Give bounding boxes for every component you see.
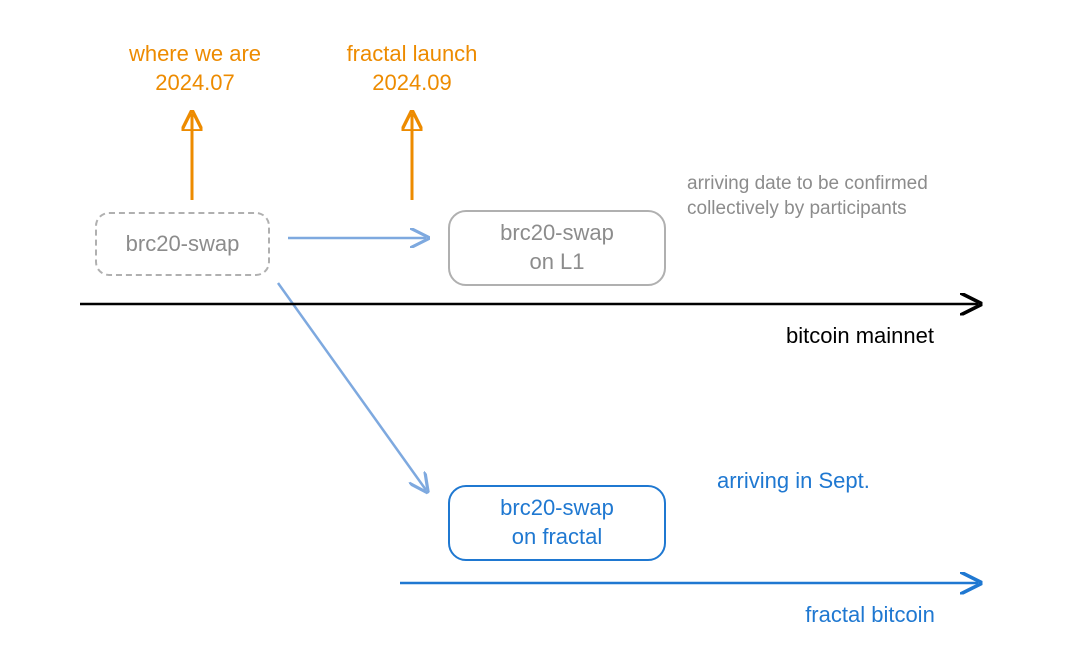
arriving-tbc-line1: arriving date to be confirmed <box>687 173 928 194</box>
l1-line2: on L1 <box>529 248 584 277</box>
box-brc20-swap-l1: brc20-swap on L1 <box>448 210 666 286</box>
fractal-bitcoin-text: fractal bitcoin <box>805 602 935 627</box>
label-where-we-are: where we are 2024.07 <box>105 40 285 97</box>
label-arriving-sept: arriving in Sept. <box>717 467 937 496</box>
label-fractal-launch: fractal launch 2024.09 <box>322 40 502 97</box>
where-line2: 2024.07 <box>155 70 235 95</box>
arriving-tbc-line2: collectively by participants <box>687 198 907 219</box>
fractal-launch-line1: fractal launch <box>347 41 478 66</box>
box-brc20-swap-fractal: brc20-swap on fractal <box>448 485 666 561</box>
label-bitcoin-mainnet: bitcoin mainnet <box>760 322 960 351</box>
fractal-line2: on fractal <box>512 523 603 552</box>
label-arriving-tbc: arriving date to be confirmed collective… <box>687 172 987 221</box>
l1-line1: brc20-swap <box>500 219 614 248</box>
origin-line1: brc20-swap <box>126 230 240 259</box>
where-line1: where we are <box>129 41 261 66</box>
bitcoin-mainnet-text: bitcoin mainnet <box>786 323 934 348</box>
arriving-sept-text: arriving in Sept. <box>717 468 870 493</box>
fractal-line1: brc20-swap <box>500 494 614 523</box>
fractal-launch-line2: 2024.09 <box>372 70 452 95</box>
arrow-to-fractal <box>278 283 426 490</box>
label-fractal-bitcoin: fractal bitcoin <box>770 601 970 630</box>
box-brc20-swap-origin: brc20-swap <box>95 212 270 276</box>
